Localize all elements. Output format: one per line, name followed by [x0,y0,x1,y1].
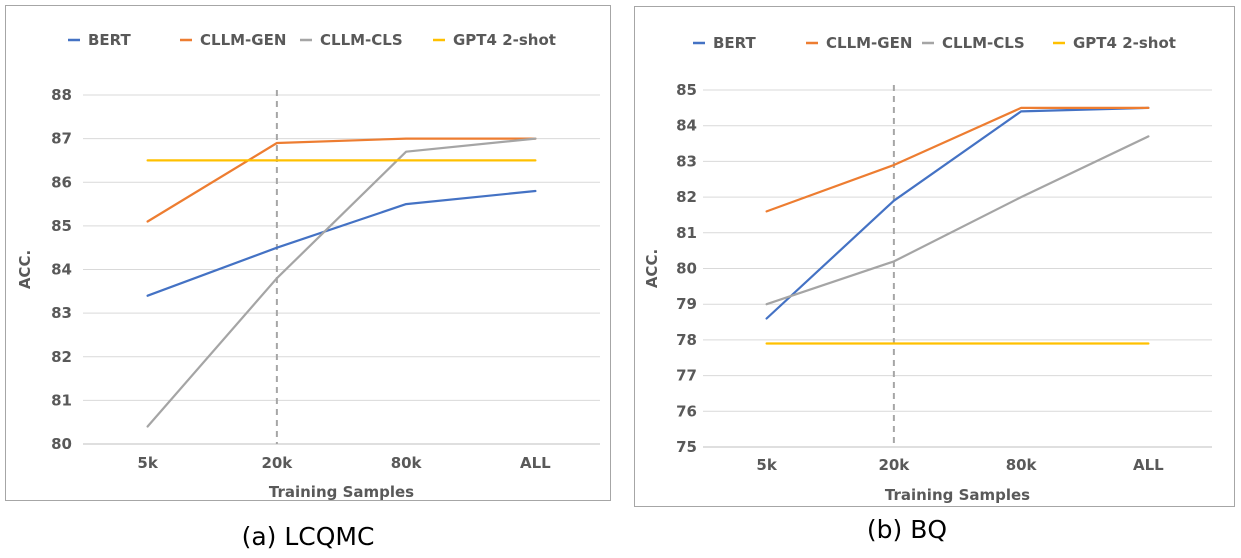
chart2-legend-label-bert: BERT [713,34,757,52]
chart1-y-tick-label: 88 [51,86,72,104]
chart1-legend-label-bert: BERT [88,31,132,49]
chart2-y-tick-label: 80 [676,260,697,278]
chart2-caption: (b) BQ [867,515,947,544]
chart2-y-tick-label: 78 [676,331,697,349]
chart1-x-tick-label: ALL [520,454,551,472]
chart1-legend-label-cllm-cls: CLLM-CLS [320,31,403,49]
chart1-y-tick-label: 83 [51,304,72,322]
chart1-y-tick-label: 87 [51,130,72,148]
chart2-x-tick-label: 5k [756,456,777,474]
chart1-y-tick-label: 84 [51,261,72,279]
chart1-y-tick-label: 85 [51,217,72,235]
chart2-y-tick-label: 81 [676,224,697,242]
chart1-y-tick-label: 86 [51,173,72,191]
chart2-series-line-cllm-cls [765,135,1150,306]
panel-b-border [634,6,1235,507]
chart2-legend-label-cllm-cls: CLLM-CLS [942,34,1025,52]
chart2-y-axis-title: ACC. [643,249,661,288]
chart2-x-tick-label: 80k [1006,456,1038,474]
chart1-y-axis-title: ACC. [16,250,34,289]
chart2-x-tick-label: ALL [1133,456,1164,474]
chart2-legend-label-cllm-gen: CLLM-GEN [826,34,912,52]
chart1-x-tick-label: 80k [391,454,423,472]
chart1-series-line-bert [146,189,537,297]
chart1-legend-label-gpt4-2-shot: GPT4 2-shot [453,31,556,49]
chart1-y-tick-label: 80 [51,435,72,453]
chart1-y-tick-label: 82 [51,348,72,366]
chart2-y-tick-label: 75 [676,438,697,456]
chart2-x-tick-label: 20k [878,456,910,474]
chart2-legend-label-gpt4-2-shot: GPT4 2-shot [1073,34,1176,52]
chart2-y-tick-label: 85 [676,81,697,99]
chart2-y-tick-label: 77 [676,367,697,385]
chart2-y-tick-label: 84 [676,117,697,135]
chart1-series-line-cllm-cls [146,137,537,428]
chart1-series-line-cllm-gen [146,137,537,223]
chart2-x-axis-title: Training Samples [885,486,1030,504]
chart2-series-line-cllm-gen [765,106,1150,213]
chart2-y-tick-label: 82 [676,188,697,206]
chart1-caption: (a) LCQMC [242,522,375,551]
panel-a-border [5,5,611,501]
chart2-series-line-bert [765,106,1150,320]
chart1-x-tick-label: 5k [137,454,158,472]
chart1-legend-label-cllm-gen: CLLM-GEN [200,31,286,49]
chart2-y-tick-label: 83 [676,152,697,170]
chart2-y-tick-label: 79 [676,295,697,313]
chart1-x-axis-title: Training Samples [269,483,414,501]
chart1-x-tick-label: 20k [261,454,293,472]
chart1-y-tick-label: 81 [51,391,72,409]
chart2-y-tick-label: 76 [676,402,697,420]
